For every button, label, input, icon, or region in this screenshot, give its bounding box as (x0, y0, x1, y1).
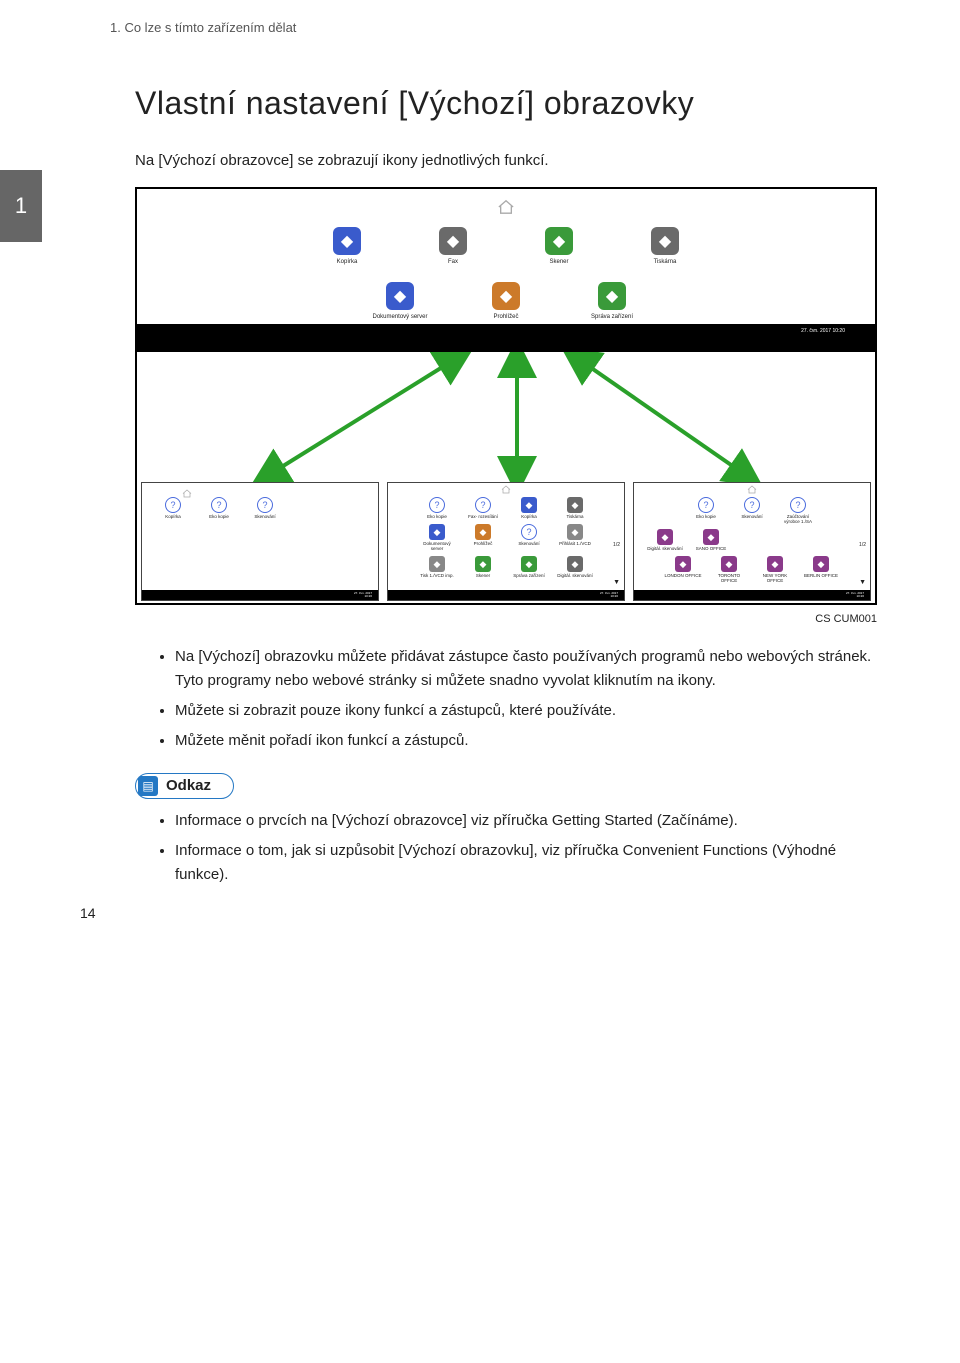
app-icon: ◆Fax (423, 227, 483, 266)
bullet-item: Na [Výchozí] obrazovku můžete přidávat z… (175, 645, 880, 693)
mini-icon: ◆Správa zařízení (510, 556, 548, 579)
app-icon: ◆Kopírka (317, 227, 377, 266)
reference-badge: ▤ Odkaz (135, 773, 234, 799)
app-icon: ◆Prohlížeč (476, 282, 536, 321)
mini-icon: ◆Tisk 1./VCD imp. (418, 556, 456, 579)
status-bar: 27. čvn. 2017 10:20 (137, 324, 875, 352)
page-number: 14 (80, 905, 96, 921)
figure-frame: ◆Kopírka ◆Fax ◆Skener ◆Tiskárna ◆Dokumentov… (135, 187, 877, 605)
panel-footer: 27. čvn. 201710:20 (388, 590, 624, 600)
app-icon: ◆Správa zařízení (582, 282, 642, 321)
mini-icon: ?Fax- rozesílání (464, 497, 502, 520)
mini-icon: ?Kopírka (154, 497, 192, 520)
reference-bullet-list: Informace o prvcích na [Výchozí obrazovc… (175, 809, 880, 887)
arrows-svg (137, 352, 877, 482)
mini-icon: ?Eko kopie (418, 497, 456, 520)
timestamp: 27. čvn. 2017 10:20 (801, 328, 845, 334)
mini-icon: ?Skenování (510, 524, 548, 552)
panel-center: ?Eko kopie ?Fax- rozesílání ◆Kopírka ◆Tiská… (387, 482, 625, 601)
app-icon: ◆Dokumentový server (370, 282, 430, 321)
panel-header (142, 483, 378, 493)
app-icon: ◆Skener (529, 227, 589, 266)
app-icon: ◆Tiskárna (635, 227, 695, 266)
mini-icon: ◆Přihlásit 1./VCD (556, 524, 594, 552)
mini-icon: ?Skenování (733, 497, 771, 525)
mini-icon: ◆TORONTO OFFICE (710, 556, 748, 584)
nav-down-icon: ▼ (859, 579, 866, 586)
icon-row-1: ◆Kopírka ◆Fax ◆Skener ◆Tiskárna (137, 215, 875, 270)
bullet-item: Informace o tom, jak si uzpůsobit [Výcho… (175, 839, 880, 887)
mini-icon: ◆Skener (464, 556, 502, 579)
panel-body: ?Eko kopie ?Fax- rozesílání ◆Kopírka ◆Tiská… (388, 493, 624, 590)
mini-icon: ?Eko kopie (200, 497, 238, 520)
mini-icon: ◆LONDON OFFICE (664, 556, 702, 584)
arrows-area (137, 352, 875, 482)
bullet-item: Informace o prvcích na [Výchozí obrazovc… (175, 809, 880, 833)
mini-icon: ◆SANO OFFICE (692, 529, 730, 552)
page-header: 1. Co lze s tímto zařízením dělat (110, 20, 880, 35)
mini-icon: ◆Tiskárna (556, 497, 594, 520)
panel-right: ?Eko kopie ?Skenování ?Zaúčtování výrobce … (633, 482, 871, 601)
mini-icon: ◆Dokumentový server (418, 524, 456, 552)
reference-label: Odkaz (166, 777, 211, 794)
page-title: Vlastní nastavení [Výchozí] obrazovky (135, 85, 880, 122)
mini-icon: ◆Kopírka (510, 497, 548, 520)
intro-text: Na [Výchozí obrazovce] se zobrazují ikon… (135, 152, 880, 169)
reference-icon: ▤ (138, 776, 158, 796)
icon-row-2: ◆Dokumentový server ◆Prohlížeč ◆Správa zař… (137, 270, 875, 325)
panel-header (388, 483, 624, 493)
panel-body: ?Eko kopie ?Skenování ?Zaúčtování výrobce … (634, 493, 870, 590)
panel-left: ?Kopírka ?Eko kopie ?Skenování 27. čvn. 20… (141, 482, 379, 601)
mini-icon: ◆Digitál. skenování (646, 529, 684, 552)
page-indicator: 1/2 (613, 542, 620, 548)
chapter-tab: 1 (0, 170, 42, 242)
mini-icon: ◆Digitál. skenování (556, 556, 594, 579)
panel-footer: 27. čvn. 201710:20 (634, 590, 870, 600)
panel-body: ?Kopírka ?Eko kopie ?Skenování (142, 493, 378, 590)
bullet-item: Můžete si zobrazit pouze ikony funkcí a … (175, 699, 880, 723)
mini-icon: ◆BERLIN OFFICE (802, 556, 840, 584)
home-icon (497, 199, 515, 215)
bottom-panels: ?Kopírka ?Eko kopie ?Skenování 27. čvn. 20… (137, 482, 875, 603)
bullet-item: Můžete měnit pořadí ikon funkcí a zástup… (175, 729, 880, 753)
panel-header (634, 483, 870, 493)
mini-icon: ?Zaúčtování výrobce 1./SA (779, 497, 817, 525)
panel-footer: 27. čvn. 201710:20 (142, 590, 378, 600)
figure-top-panel: ◆Kopírka ◆Fax ◆Skener ◆Tiskárna ◆Dokumentov… (137, 189, 875, 352)
mini-icon: ?Eko kopie (687, 497, 725, 525)
nav-down-icon: ▼ (613, 579, 620, 586)
mini-icon: ?Skenování (246, 497, 284, 520)
figure-caption: CS CUM001 (135, 613, 877, 625)
page-indicator: 1/2 (859, 542, 866, 548)
main-bullet-list: Na [Výchozí] obrazovku můžete přidávat z… (175, 645, 880, 753)
mini-icon: ◆NEW YORK OFFICE (756, 556, 794, 584)
mini-icon: ◆Prohlížeč (464, 524, 502, 552)
